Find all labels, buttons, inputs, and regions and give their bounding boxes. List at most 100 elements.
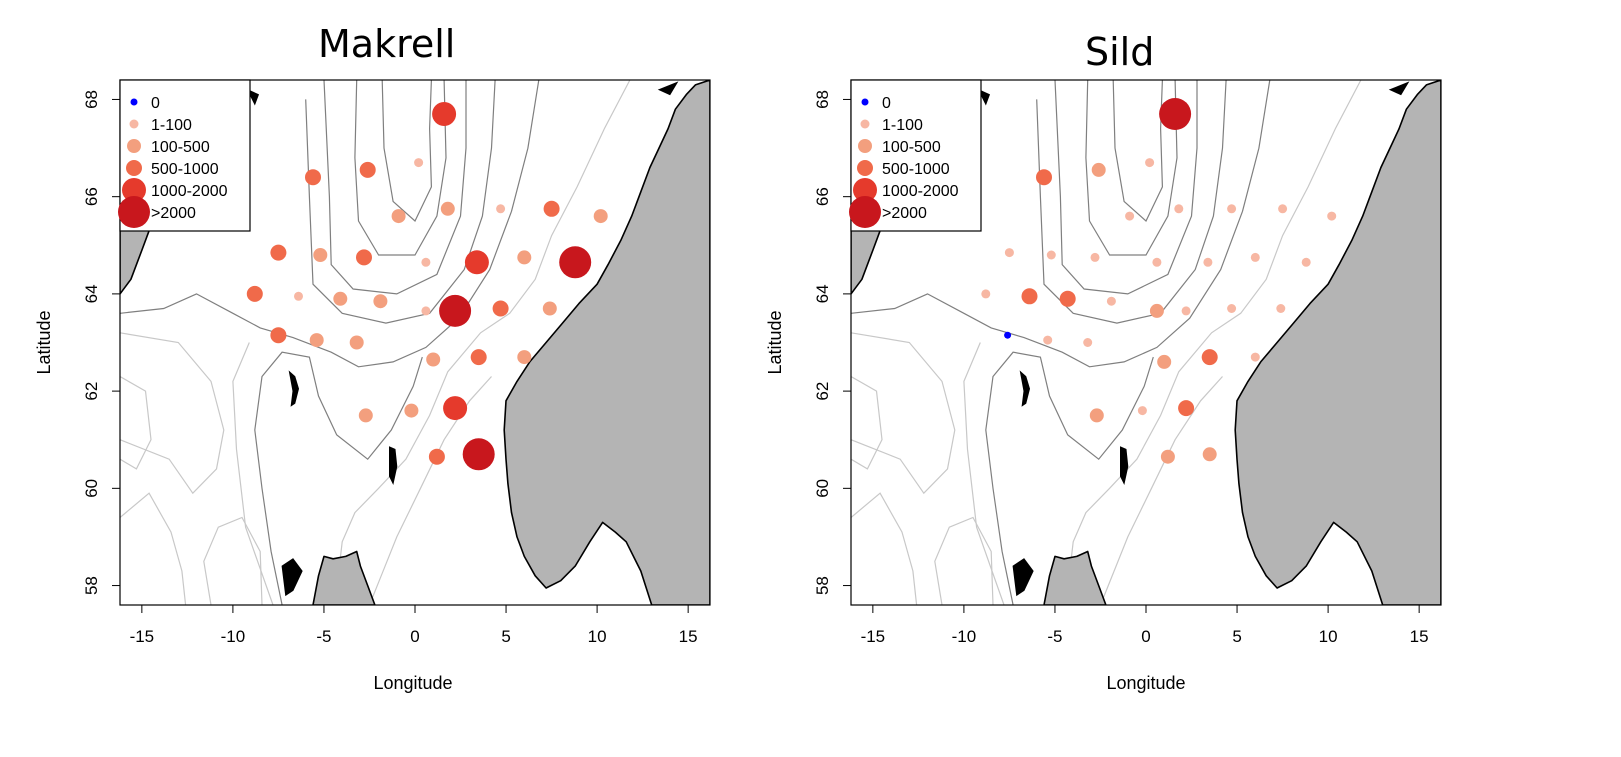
land-island	[389, 446, 398, 486]
depth-contour	[851, 80, 1271, 368]
station-marker	[470, 349, 487, 366]
station-marker	[359, 161, 376, 178]
land-island	[1120, 446, 1129, 486]
x-tick-label: 15	[679, 627, 698, 646]
land-norway	[503, 80, 710, 605]
x-tick-label: -5	[1047, 627, 1062, 646]
station-marker	[496, 204, 506, 214]
map-panel-makrell: -15 -10 -5 0 5 10 15 Longitude 58 60 62 64 66 68 Latit…	[34, 79, 711, 693]
y-axis: 58 60 62 64 66 68 Latitude	[34, 90, 121, 595]
x-tick-label: -5	[316, 627, 331, 646]
map-layer	[851, 80, 1441, 605]
map-title-sild: Sild	[1085, 30, 1155, 74]
station-marker	[349, 335, 364, 350]
station-marker	[1181, 306, 1191, 316]
depth-contour	[334, 80, 631, 605]
depth-contour	[254, 351, 423, 605]
y-tick-label: 64	[82, 284, 101, 303]
legend-label: 1-100	[151, 117, 192, 134]
depth-contour	[985, 351, 1154, 605]
station-marker	[356, 249, 372, 266]
station-marker	[270, 244, 287, 261]
legend: 0 1-100 100-500 500-1000 1000-2000 >2000	[849, 79, 982, 232]
x-tick-label: 0	[410, 627, 419, 646]
depth-contour	[1036, 80, 1227, 324]
legend-marker	[122, 178, 146, 202]
station-marker	[464, 250, 489, 275]
station-marker	[981, 289, 991, 299]
station-marker	[421, 306, 431, 316]
station-marker	[1202, 447, 1217, 462]
station-marker	[443, 396, 468, 421]
y-tick-label: 68	[82, 90, 101, 109]
station-marker	[313, 248, 328, 262]
legend: 0 1-100 100-500 500-1000 1000-2000 >2000	[118, 79, 251, 232]
station-marker	[1089, 408, 1104, 423]
station-marker	[426, 352, 441, 367]
station-marker	[492, 300, 509, 317]
station-marker	[1083, 338, 1093, 347]
x-tick-label: -10	[221, 627, 246, 646]
x-tick-label: -10	[952, 627, 977, 646]
x-tick-label: -15	[130, 627, 155, 646]
y-tick-label: 58	[813, 576, 832, 595]
legend-label: 100-500	[151, 139, 210, 156]
station-marker	[246, 285, 263, 302]
plot-region: -15 -10 -5 0 5 10 15 Longitude 58 60 62 64 66 68 Latit…	[34, 79, 711, 693]
station-marker	[1152, 257, 1162, 267]
depth-contour	[1085, 80, 1178, 256]
x-axis: -15 -10 -5 0 5 10 15 Longitude	[861, 604, 1429, 693]
legend-marker	[853, 178, 877, 202]
depth-contour	[934, 516, 994, 605]
station-marker	[1227, 204, 1237, 214]
station-marker	[439, 294, 472, 327]
station-marker	[1137, 406, 1147, 416]
station-marker	[1178, 400, 1195, 417]
station-marker	[517, 250, 532, 265]
y-axis-label: Latitude	[34, 310, 54, 374]
depth-contour	[368, 376, 492, 605]
station-marker	[542, 301, 557, 316]
land-scotland	[1043, 550, 1107, 605]
y-tick-label: 62	[813, 382, 832, 401]
station-marker	[1046, 250, 1056, 260]
station-marker	[440, 201, 455, 216]
station-marker	[1021, 288, 1038, 305]
x-tick-label: 5	[1232, 627, 1241, 646]
depth-contour	[120, 80, 540, 368]
station-marker	[1036, 169, 1052, 186]
x-tick-label: 0	[1141, 627, 1150, 646]
station-marker	[428, 448, 445, 465]
depth-contour	[1099, 376, 1223, 605]
depth-contour	[1112, 80, 1164, 222]
legend-label: 1-100	[882, 117, 923, 134]
station-marker	[1125, 211, 1135, 221]
depth-contour	[963, 342, 1005, 605]
station-marker	[358, 408, 373, 423]
land-island	[1388, 81, 1410, 96]
depth-contour	[354, 80, 447, 256]
station-marker	[1106, 296, 1116, 306]
station-marker	[543, 200, 560, 217]
station-marker	[309, 333, 324, 348]
station-marker	[391, 209, 406, 224]
land-scotland	[312, 550, 376, 605]
station-marker	[270, 327, 287, 344]
y-tick-label: 62	[82, 382, 101, 401]
depth-contour	[323, 80, 467, 295]
station-marker	[1301, 257, 1311, 267]
x-axis-label: Longitude	[373, 673, 452, 693]
land-island	[657, 81, 679, 96]
station-marker	[1157, 354, 1172, 369]
land-island	[281, 558, 303, 597]
land-island	[1019, 370, 1031, 407]
depth-contour	[851, 492, 918, 605]
plot-region: -15 -10 -5 0 5 10 15 Longitude 58 60 62 64 66 68 Latit…	[765, 79, 1442, 693]
station-marker	[1203, 257, 1213, 267]
station-marker	[404, 403, 419, 418]
depth-contour	[120, 332, 225, 495]
x-axis-label: Longitude	[1106, 673, 1185, 693]
station-marker	[421, 257, 431, 267]
station-marker	[1201, 349, 1218, 366]
depth-contour	[120, 492, 187, 605]
